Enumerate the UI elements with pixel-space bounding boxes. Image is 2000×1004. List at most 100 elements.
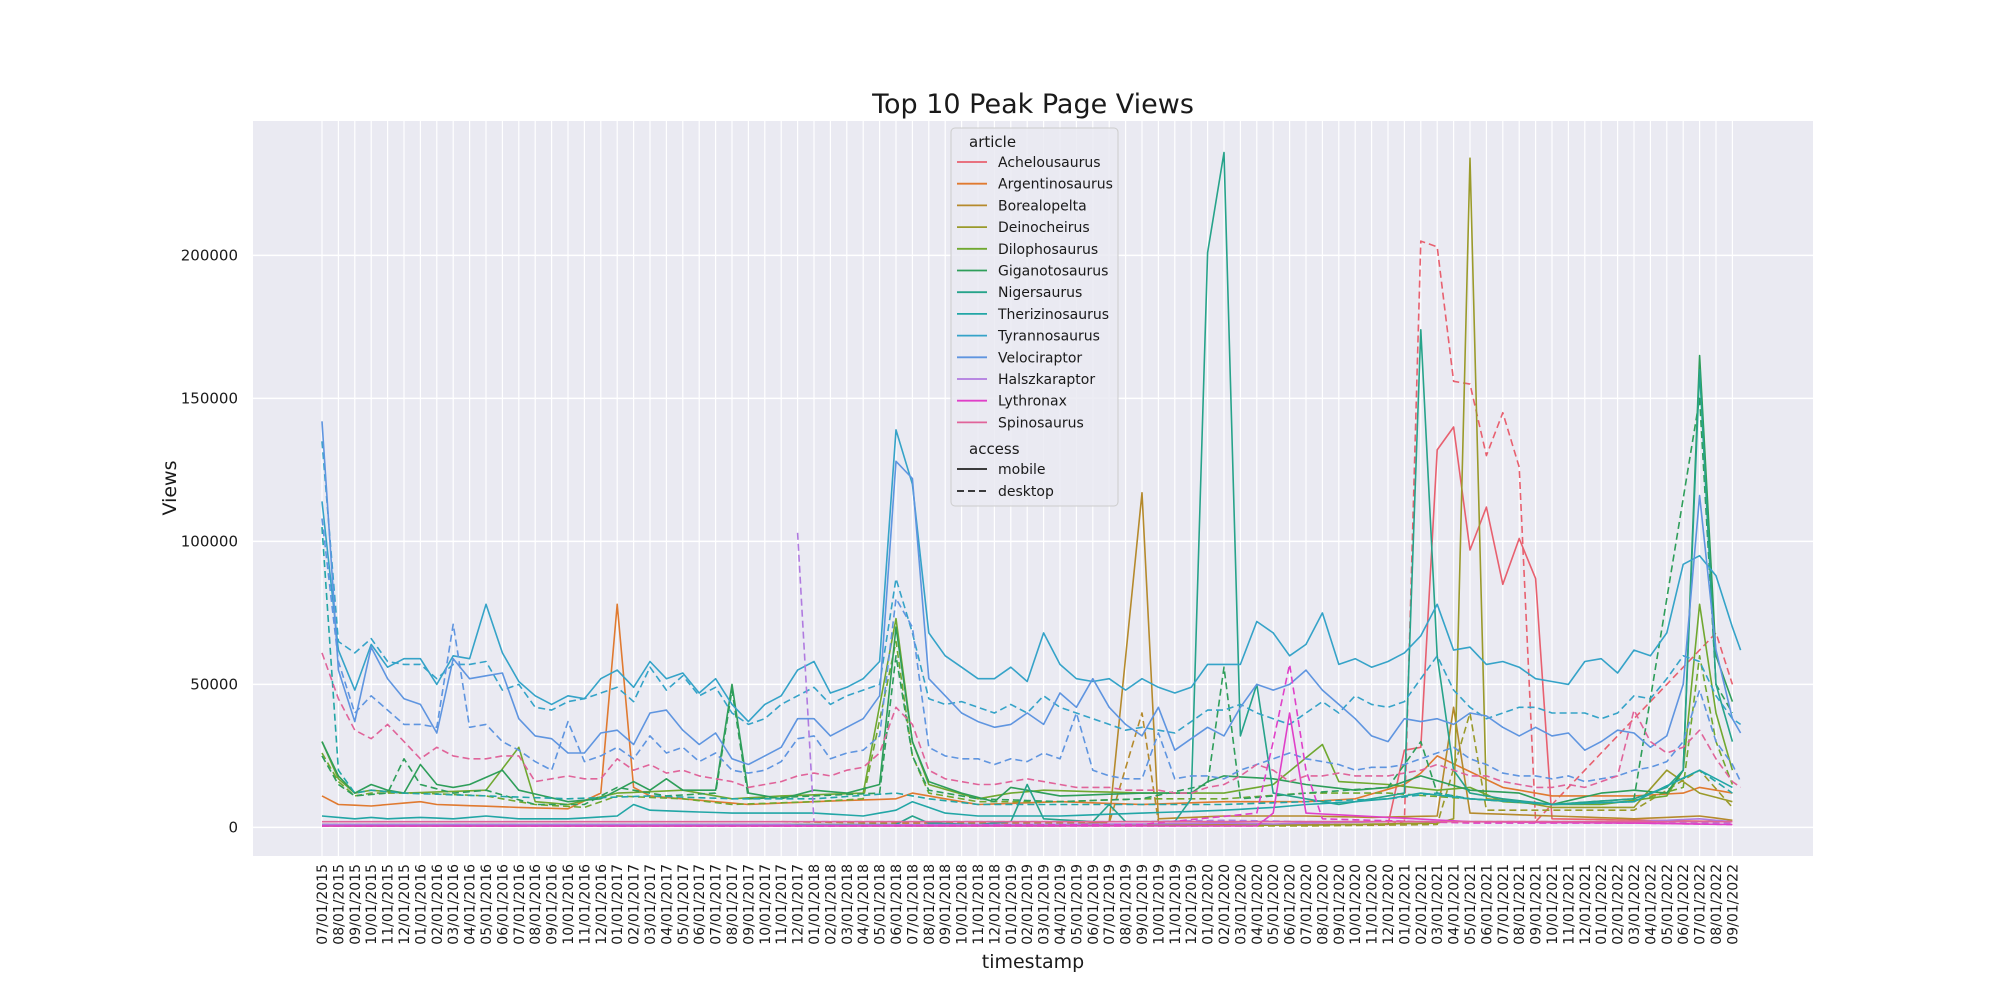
x-tick-label: 08/01/2020 — [1315, 864, 1331, 945]
x-tick-label: 10/01/2017 — [758, 864, 774, 945]
x-tick-label: 06/01/2016 — [495, 864, 511, 945]
x-tick-label: 09/01/2016 — [545, 864, 561, 945]
y-tick-label: 150000 — [181, 389, 238, 407]
x-tick-label: 11/01/2016 — [577, 864, 593, 945]
x-tick-label: 09/01/2022 — [1725, 864, 1741, 945]
x-tick-label: 10/01/2015 — [364, 864, 380, 945]
series-line-argentinosaurus-mobile — [321, 603, 1733, 810]
x-tick-label: 12/01/2018 — [987, 864, 1003, 945]
legend-label: Dilophosaurus — [998, 242, 1098, 258]
series-line-giganotosaurus-desktop — [321, 397, 1734, 806]
x-tick-label: 08/01/2016 — [528, 864, 544, 945]
legend-access-title: access — [969, 440, 1020, 458]
x-tick-label: 05/01/2019 — [1069, 864, 1085, 945]
x-tick-label: 09/01/2017 — [741, 864, 757, 945]
x-tick-label: 01/01/2022 — [1594, 864, 1610, 945]
x-tick-label: 04/01/2020 — [1250, 864, 1266, 945]
x-tick-label: 12/01/2017 — [791, 864, 807, 945]
y-tick-label: 100000 — [181, 532, 238, 550]
x-tick-label: 11/01/2019 — [1168, 864, 1184, 945]
x-tick-label: 07/01/2018 — [905, 864, 921, 945]
x-tick-label: 05/01/2022 — [1660, 864, 1676, 945]
legend: article Achelousaurus Argentinosaurus Bore… — [950, 127, 1119, 507]
x-tick-label: 10/01/2018 — [955, 864, 971, 945]
x-tick-label: 07/01/2016 — [512, 864, 528, 945]
x-tick-label: 04/01/2021 — [1447, 864, 1463, 945]
x-tick-label: 01/01/2020 — [1201, 864, 1217, 945]
series-line-tyrannosaurus-mobile — [321, 429, 1742, 723]
x-tick-labels: 07/01/2015 08/01/2015 09/01/2015 10/01/2015… — [315, 864, 1741, 945]
x-tick-label: 07/01/2020 — [1299, 864, 1315, 945]
series-line-lythronax-desktop — [322, 663, 1733, 827]
y-tick-labels: 0 50000 100000 150000 200000 — [181, 246, 238, 836]
series-line-therizinosaurus-desktop — [321, 527, 1733, 806]
x-tick-label: 03/01/2020 — [1233, 864, 1249, 945]
x-tick-label: 08/01/2017 — [725, 864, 741, 945]
legend-label: Tyrannosaurus — [997, 329, 1100, 345]
x-tick-label: 02/01/2019 — [1020, 864, 1036, 945]
series-line-velociraptor-desktop — [321, 518, 1742, 783]
x-tick-label: 01/01/2019 — [1004, 864, 1020, 945]
x-tick-label: 11/01/2017 — [774, 864, 790, 945]
chart-title: Top 10 Peak Page Views — [871, 89, 1194, 120]
x-tick-label: 04/01/2022 — [1643, 864, 1659, 945]
legend-label: Achelousaurus — [998, 155, 1101, 171]
x-tick-label: 07/01/2022 — [1693, 864, 1709, 945]
x-tick-label: 04/01/2016 — [463, 864, 479, 945]
x-tick-label: 02/01/2022 — [1611, 864, 1627, 945]
y-tick-label: 0 — [228, 818, 238, 836]
y-axis-label: Views — [159, 461, 181, 516]
legend-label: Borealopelta — [998, 198, 1087, 214]
x-tick-label: 02/01/2021 — [1414, 864, 1430, 945]
x-tick-label: 10/01/2021 — [1545, 864, 1561, 945]
x-tick-label: 01/01/2017 — [610, 864, 626, 945]
x-tick-label: 01/01/2016 — [413, 864, 429, 945]
x-tick-label: 09/01/2019 — [1135, 864, 1151, 945]
legend-article-title: article — [969, 133, 1016, 151]
x-tick-label: 06/01/2017 — [692, 864, 708, 945]
x-tick-label: 08/01/2018 — [922, 864, 938, 945]
x-tick-label: 05/01/2018 — [873, 864, 889, 945]
series-lines — [321, 151, 1742, 827]
x-tick-label: 08/01/2015 — [331, 864, 347, 945]
x-tick-label: 03/01/2022 — [1627, 864, 1643, 945]
x-tick-label: 11/01/2020 — [1365, 864, 1381, 945]
x-tick-label: 09/01/2018 — [938, 864, 954, 945]
legend-label: Argentinosaurus — [998, 177, 1113, 193]
x-tick-label: 10/01/2019 — [1151, 864, 1167, 945]
legend-access-label: desktop — [998, 484, 1054, 500]
legend-label: Nigersaurus — [998, 285, 1082, 301]
legend-article-entries: Achelousaurus Argentinosaurus Borealopelta… — [957, 155, 1113, 431]
legend-label: Spinosaurus — [998, 415, 1084, 431]
x-tick-label: 03/01/2021 — [1430, 864, 1446, 945]
x-tick-label: 08/01/2022 — [1709, 864, 1725, 945]
x-tick-label: 05/01/2017 — [676, 864, 692, 945]
series-line-tyrannosaurus-desktop — [321, 441, 1742, 734]
x-tick-label: 01/01/2021 — [1397, 864, 1413, 945]
x-axis-label: timestamp — [982, 951, 1085, 973]
x-tick-label: 04/01/2019 — [1053, 864, 1069, 945]
y-tick-label: 200000 — [181, 246, 238, 264]
x-tick-label: 12/01/2020 — [1381, 864, 1397, 945]
x-tick-label: 06/01/2021 — [1479, 864, 1495, 945]
x-tick-label: 10/01/2020 — [1348, 864, 1364, 945]
x-tick-label: 11/01/2015 — [381, 864, 397, 945]
x-tick-label: 07/01/2021 — [1496, 864, 1512, 945]
x-tick-label: 03/01/2016 — [446, 864, 462, 945]
x-tick-label: 12/01/2015 — [397, 864, 413, 945]
x-tick-label: 12/01/2021 — [1578, 864, 1594, 945]
x-tick-label: 03/01/2018 — [840, 864, 856, 945]
x-tick-label: 03/01/2017 — [643, 864, 659, 945]
x-tick-label: 06/01/2018 — [889, 864, 905, 945]
x-tick-label: 02/01/2018 — [823, 864, 839, 945]
legend-label: Therizinosaurus — [997, 307, 1109, 323]
x-tick-label: 05/01/2016 — [479, 864, 495, 945]
x-tick-label: 01/01/2018 — [807, 864, 823, 945]
x-tick-label: 02/01/2016 — [430, 864, 446, 945]
series-line-spinosaurus-desktop — [321, 652, 1742, 794]
x-tick-label: 05/01/2020 — [1266, 864, 1282, 945]
x-tick-label: 12/01/2019 — [1184, 864, 1200, 945]
x-tick-label: 11/01/2018 — [971, 864, 987, 945]
x-tick-label: 03/01/2019 — [1037, 864, 1053, 945]
